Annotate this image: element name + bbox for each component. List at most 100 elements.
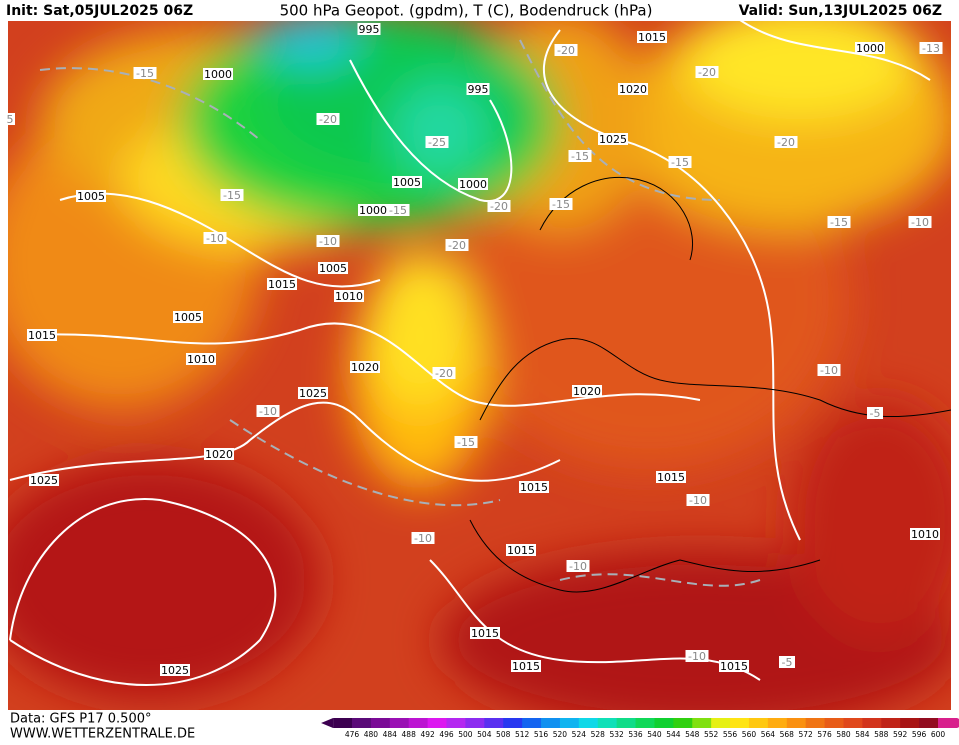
temperature-label-box [549, 198, 573, 210]
colorbar-label: 552 [704, 730, 719, 739]
colorbar-label: 560 [742, 730, 757, 739]
isobar-label: 1015 [27, 329, 57, 342]
valid-time: Valid: Sun,13JUL2025 06Z [739, 3, 942, 19]
isobar-label-text: 1020 [205, 448, 233, 461]
colorbar-label: 596 [912, 730, 927, 739]
temperature-label-text: -15 [552, 198, 570, 211]
colorbar-swatch [465, 718, 485, 728]
colorbar-swatch [522, 718, 542, 728]
temperature-label: -10 [566, 560, 590, 573]
colorbar-label: 500 [458, 730, 473, 739]
colorbar-swatch [503, 718, 523, 728]
isobar-label: 1000 [855, 42, 885, 55]
temperature-label: -15 [568, 150, 592, 163]
temperature-label-box [867, 407, 883, 419]
colorbar-swatch [843, 718, 863, 728]
colorbar-label: 568 [780, 730, 795, 739]
temperature-label-text: -20 [777, 136, 795, 149]
isobar-label: 1025 [298, 387, 328, 400]
colorbar-swatch [616, 718, 637, 728]
colorbar-swatch [824, 718, 844, 728]
isobar-label-text: 1015 [471, 627, 499, 640]
isobar-label: 1000 [458, 178, 488, 191]
colorbar-label: 504 [477, 730, 492, 739]
isobar-label-text: 1025 [161, 664, 189, 677]
temperature-label: -5 [779, 656, 795, 669]
isobar-label-box [506, 544, 536, 556]
isobar-label-text: 1005 [393, 176, 421, 189]
isobar-label-text: 1015 [638, 31, 666, 44]
temperature-label-text: -10 [414, 532, 432, 545]
temperature-label-text: -15 [457, 436, 475, 449]
temperature-label-text: -20 [435, 367, 453, 380]
temperature-label: -10 [908, 216, 932, 229]
temperature-label: -15 [827, 216, 851, 229]
isobar-label-box [358, 204, 388, 216]
temperature-label: -10 [256, 405, 280, 418]
colorbar-label: 508 [496, 730, 511, 739]
colorbar-label: 556 [723, 730, 738, 739]
temperature-label-box [686, 494, 710, 506]
colorbar-swatch [559, 718, 580, 728]
temperature-label-box [411, 532, 435, 544]
temperature-label: -15 [220, 189, 244, 202]
isobar-label-text: 1015 [507, 544, 535, 557]
temperature-label: -10 [411, 532, 435, 545]
temperature-label-box [779, 656, 795, 668]
colorbar-label: 580 [836, 730, 851, 739]
temperature-label-text: -15 [830, 216, 848, 229]
colorbar-swatch [711, 718, 731, 728]
colorbar-label: 536 [628, 730, 643, 739]
temperature-label-text: -20 [490, 200, 508, 213]
colorbar-swatch [881, 718, 901, 728]
temperature-label: -5 [867, 407, 883, 420]
init-time: Init: Sat,05JUL2025 06Z [6, 3, 193, 19]
isobar-label: 1015 [267, 278, 297, 291]
isobar-label: 1015 [506, 544, 536, 557]
colorbar-label: 564 [761, 730, 776, 739]
isobar-label-box [204, 448, 234, 460]
colorbar-swatch [654, 718, 674, 728]
isobar-label-text: 1015 [28, 329, 56, 342]
temperature-label-box [919, 42, 943, 54]
isobar-label: 1020 [618, 83, 648, 96]
temperature-label-text: -10 [820, 364, 838, 377]
colorbar-arrow-high [956, 718, 959, 728]
colorbar-label: 520 [553, 730, 568, 739]
temperature-label: -20 [316, 113, 340, 126]
contour-labels: 995 1015 1000 995 1000 1020 1025 1005 1000 1000 10… [5, 23, 943, 677]
colorbar-label: 576 [817, 730, 832, 739]
isobar-label-text: 1020 [351, 361, 379, 374]
temperature-label-box [817, 364, 841, 376]
temperature-label: 5 [5, 113, 15, 126]
colorbar-swatch [919, 718, 939, 728]
temperature-label-box [386, 204, 410, 216]
colorbar-swatch [333, 718, 353, 728]
colorbar-label: 492 [420, 730, 435, 739]
isobar-label-text: 1000 [359, 204, 387, 217]
temperature-label-text: -15 [571, 150, 589, 163]
isobar-label-box [267, 278, 297, 290]
temperature-label: -20 [445, 239, 469, 252]
isobar-label: 1005 [392, 176, 422, 189]
isobar-label-box [27, 329, 57, 341]
temperature-label-text: -5 [782, 656, 793, 669]
isobar-label-box [466, 83, 490, 95]
temperature-label-text: -20 [448, 239, 466, 252]
temperature-label: -20 [695, 66, 719, 79]
colorbar-swatch [427, 718, 448, 728]
colorbar-swatch [767, 718, 788, 728]
isobar-label: 995 [466, 83, 490, 96]
isobar-label-box [298, 387, 328, 399]
colorbar-swatch [635, 718, 655, 728]
temperature-label: -25 [425, 136, 449, 149]
temperature-label: -13 [919, 42, 943, 55]
temperature-label-text: -15 [223, 189, 241, 202]
colorbar-label: 488 [402, 730, 417, 739]
isobar-label-text: 1025 [299, 387, 327, 400]
isobar-label-box [318, 262, 348, 274]
temperature-label-text: -10 [689, 494, 707, 507]
temperature-label-box [425, 136, 449, 148]
colorbar-swatch [370, 718, 391, 728]
